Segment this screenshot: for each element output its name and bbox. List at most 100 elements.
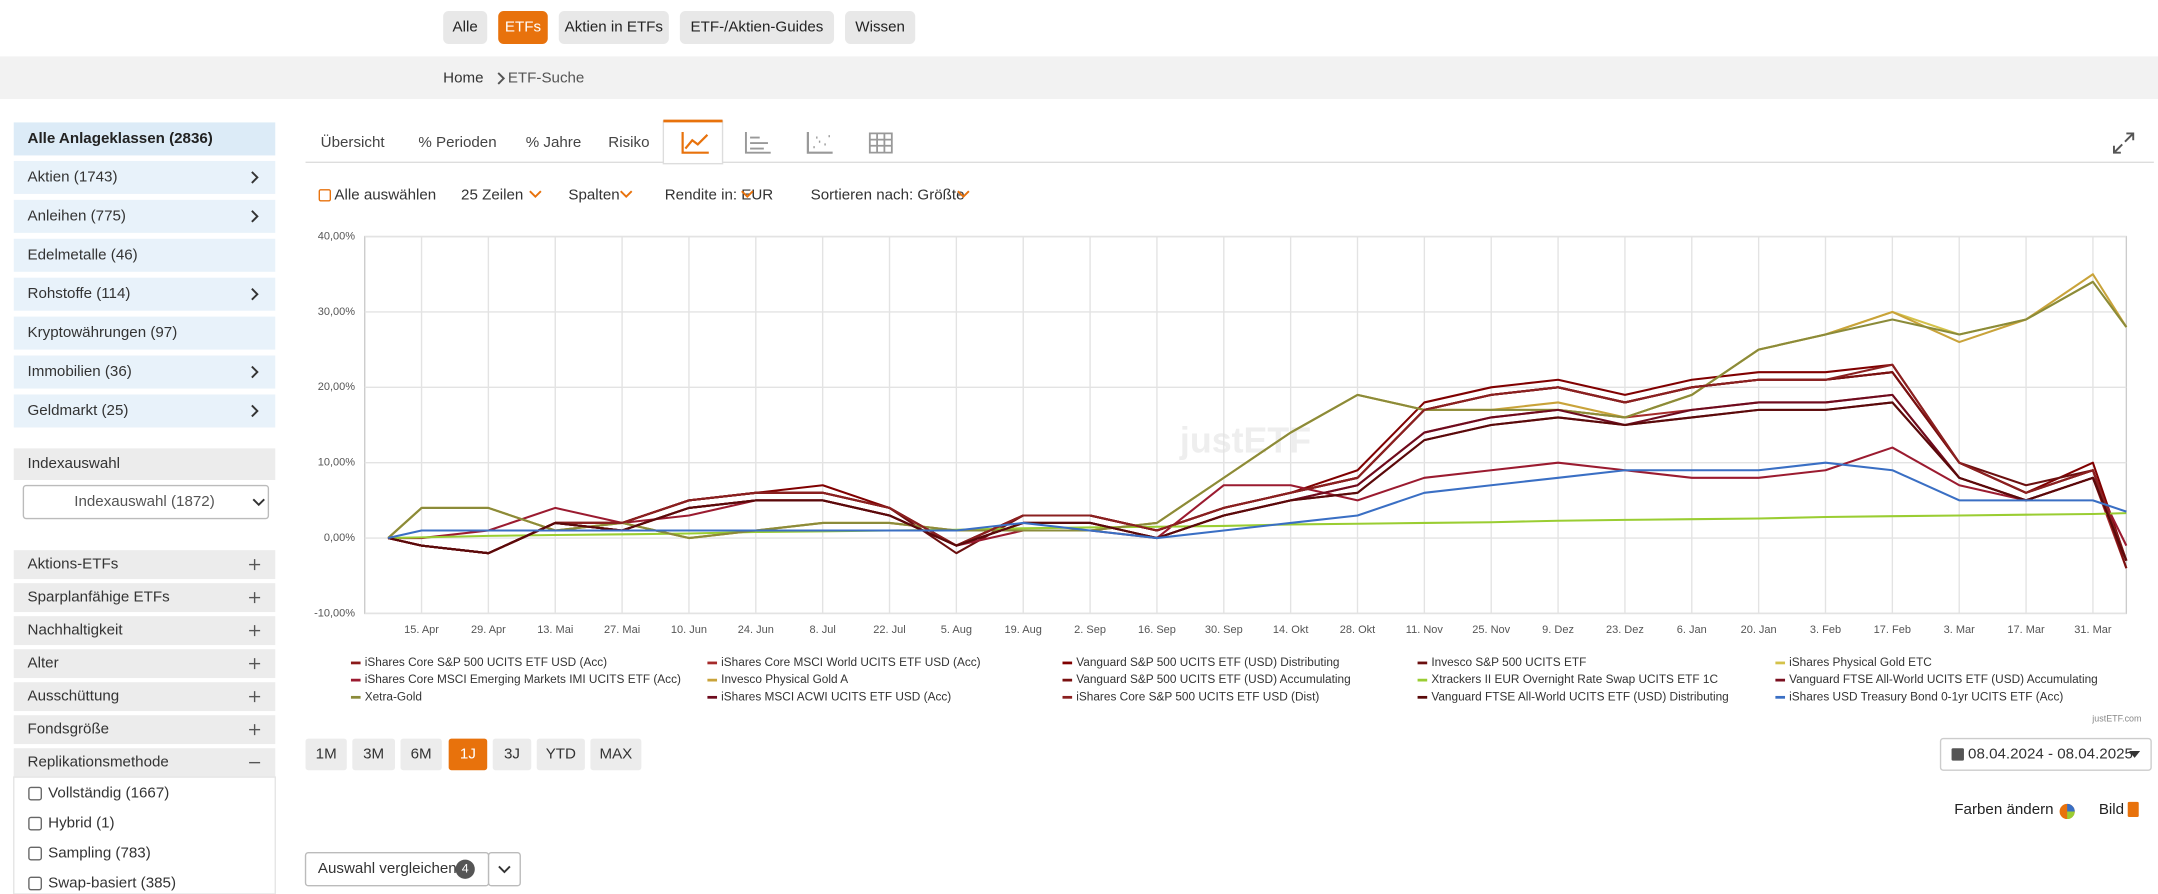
calendar-icon — [1951, 748, 1964, 761]
nav-button[interactable] — [443, 11, 488, 45]
x-tick-label: 5. Aug — [941, 624, 972, 636]
asset-class[interactable] — [13, 316, 276, 350]
chevron-icon — [251, 404, 259, 418]
series-line — [387, 461, 2127, 540]
legend-label[interactable]: Xtrackers II EUR Overnight Rate Swap UCI… — [1431, 672, 1718, 686]
compare-label: Auswahl vergleichen — [318, 860, 457, 877]
filter-header[interactable] — [13, 748, 276, 778]
action-link[interactable]: Farben ändern — [1954, 801, 2053, 818]
toolbar-item[interactable]: Sortieren nach: Größte — [811, 186, 965, 203]
legend-label[interactable]: iShares Core S&P 500 UCITS ETF USD (Dist… — [1076, 689, 1319, 703]
nav-label: Aktien in ETFs — [565, 19, 664, 36]
x-tick-label: 23. Dez — [1606, 624, 1644, 636]
chevron-icon — [497, 72, 506, 85]
toolbar-item[interactable]: Alle auswählen — [334, 186, 436, 203]
filter-header[interactable] — [13, 715, 276, 745]
nav-button[interactable] — [498, 11, 548, 45]
nav-button[interactable] — [558, 11, 669, 45]
range-button[interactable] — [590, 738, 642, 771]
compare-dropdown[interactable] — [487, 852, 521, 887]
x-tick-label: 8. Jul — [810, 624, 836, 636]
filter-header[interactable] — [13, 583, 276, 613]
toolbar-item[interactable]: Rendite in: EUR — [665, 186, 774, 203]
range-label: 1M — [316, 745, 337, 762]
legend-label[interactable]: iShares Physical Gold ETC — [1789, 655, 1932, 669]
tab-active[interactable] — [662, 120, 724, 165]
asset-class[interactable] — [13, 394, 276, 428]
nav-button[interactable] — [679, 11, 835, 45]
legend-label[interactable]: Invesco S&P 500 UCITS ETF — [1431, 655, 1586, 669]
checkbox[interactable] — [28, 786, 42, 801]
filter-header[interactable] — [13, 616, 276, 646]
legend-label[interactable]: Xetra-Gold — [365, 689, 422, 703]
asset-class[interactable] — [13, 355, 276, 389]
compare-badge — [455, 859, 475, 879]
legend-label[interactable]: Vanguard FTSE All-World UCITS ETF (USD) … — [1789, 672, 2098, 686]
checkbox[interactable] — [318, 189, 331, 202]
asset-class[interactable] — [13, 238, 276, 272]
caret-icon — [2129, 750, 2141, 758]
toolbar-item[interactable]: Spalten — [568, 186, 619, 203]
range-label: 3J — [504, 745, 520, 762]
filter-label: Ausschüttung — [28, 688, 120, 705]
scatter-icon — [806, 132, 833, 154]
filter-label: Sparplanfähige ETFs — [28, 589, 171, 606]
x-tick-label: 16. Sep — [1138, 624, 1176, 636]
asset-class-all[interactable] — [13, 122, 276, 156]
filter-header[interactable] — [13, 682, 276, 712]
range-button[interactable] — [448, 738, 488, 771]
chevron-icon — [251, 288, 259, 301]
tab-label[interactable]: % Perioden — [418, 134, 496, 151]
nav-label: ETFs — [505, 19, 542, 36]
y-tick-label: 20,00% — [318, 381, 356, 393]
chevron-icon — [529, 190, 542, 199]
checkbox[interactable] — [28, 846, 42, 861]
legend-label[interactable]: iShares USD Treasury Bond 0-1yr UCITS ET… — [1789, 689, 2063, 703]
y-tick-label: 10,00% — [318, 457, 356, 469]
x-tick-label: 22. Jul — [873, 624, 905, 636]
date-picker[interactable] — [1939, 737, 2152, 771]
index-select-label: Indexauswahl (1872) — [74, 493, 214, 510]
asset-class[interactable] — [13, 277, 276, 311]
legend-label[interactable]: Vanguard S&P 500 UCITS ETF (USD) Accumul… — [1076, 672, 1350, 686]
index-select[interactable] — [22, 484, 270, 520]
x-tick-label: 14. Okt — [1273, 624, 1308, 636]
filter-label: Nachhaltigkeit — [28, 622, 124, 639]
asset-class[interactable] — [13, 199, 276, 233]
toolbar-item[interactable]: 25 Zeilen — [461, 186, 523, 203]
x-tick-label: 3. Feb — [1810, 624, 1841, 636]
chevron-icon — [498, 865, 511, 874]
legend-label[interactable]: iShares Core S&P 500 UCITS ETF USD (Acc) — [365, 655, 607, 669]
legend-label[interactable]: iShares MSCI ACWI UCITS ETF USD (Acc) — [721, 689, 951, 703]
filter-label: Alter — [28, 655, 59, 672]
tab-label[interactable]: % Jahre — [526, 134, 582, 151]
tab-label[interactable]: Risiko — [608, 134, 649, 151]
legend-label[interactable]: Invesco Physical Gold A — [721, 672, 848, 686]
nav-button[interactable] — [845, 11, 916, 45]
range-button[interactable] — [400, 738, 442, 771]
range-button[interactable] — [492, 738, 532, 771]
x-tick-label: 6. Jan — [1677, 624, 1707, 636]
expand-icon[interactable] — [2112, 132, 2135, 154]
tab-label[interactable]: Übersicht — [321, 133, 386, 151]
legend-label[interactable]: Vanguard S&P 500 UCITS ETF (USD) Distrib… — [1076, 655, 1339, 669]
x-tick-label: 29. Apr — [471, 624, 506, 636]
y-tick-label: 0,00% — [324, 532, 355, 544]
filter-label: Aktions-ETFs — [28, 556, 119, 573]
range-button[interactable] — [305, 738, 347, 771]
action-link[interactable]: Bild — [2099, 801, 2124, 818]
filter-header[interactable] — [13, 649, 276, 679]
x-tick-label: 9. Dez — [1542, 624, 1574, 636]
legend-label[interactable]: iShares Core MSCI World UCITS ETF USD (A… — [721, 655, 981, 669]
range-button[interactable] — [536, 738, 585, 771]
range-label: YTD — [546, 745, 576, 762]
legend-label[interactable]: Vanguard FTSE All-World UCITS ETF (USD) … — [1431, 689, 1728, 703]
range-button[interactable] — [352, 738, 395, 771]
table-icon — [868, 132, 893, 154]
legend-label[interactable]: iShares Core MSCI Emerging Markets IMI U… — [365, 672, 681, 686]
checkbox[interactable] — [28, 876, 42, 891]
checkbox[interactable] — [28, 816, 42, 831]
breadcrumb-link[interactable]: Home — [443, 69, 483, 86]
asset-class[interactable] — [13, 160, 276, 194]
filter-header[interactable] — [13, 550, 276, 580]
